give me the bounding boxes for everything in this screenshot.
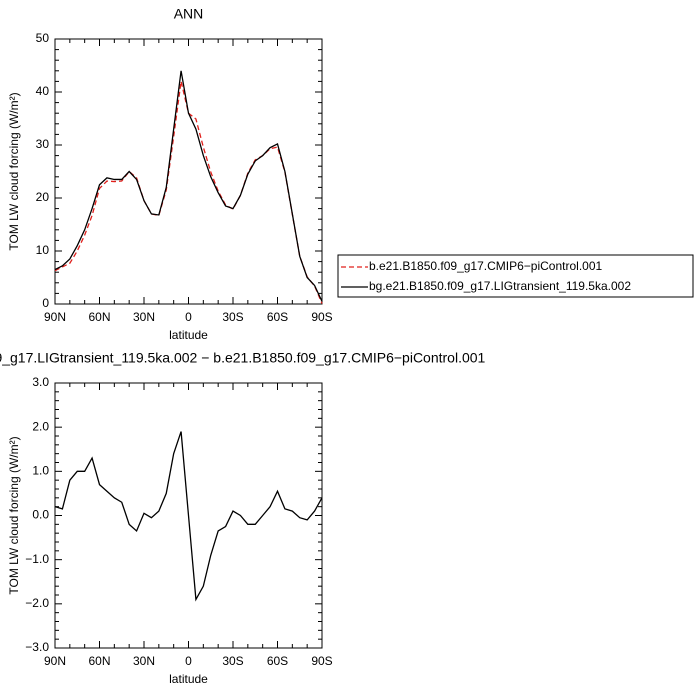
plot-frame <box>54 38 323 305</box>
x-axis-label: latitude <box>169 672 208 686</box>
x-tick-label: 90S <box>311 654 332 668</box>
y-tick-label: 0 <box>42 296 49 310</box>
y-tick-label: 2.0 <box>32 419 49 433</box>
panel: ANN TOM LW cloud forcing (W/m²) latitude 0 1… <box>7 6 694 342</box>
y-tick-label: −2.0 <box>25 596 49 610</box>
x-tick-label: 30S <box>222 310 243 324</box>
x-tick-label: 30S <box>222 654 243 668</box>
x-axis-label: latitude <box>169 328 208 342</box>
x-tick-label: 60S <box>267 654 288 668</box>
x-tick-label: 0 <box>185 310 192 324</box>
x-tick-label: 30N <box>133 654 155 668</box>
x-tick-label: 60S <box>267 310 288 324</box>
x-tick-label: 90N <box>44 654 66 668</box>
legend-box <box>337 254 694 298</box>
y-tick-label: 20 <box>36 190 50 204</box>
y-tick-label: 30 <box>36 137 50 151</box>
legend-label: b.e21.B1850.f09_g17.CMIP6−piControl.001 <box>369 259 602 273</box>
y-tick-label: 10 <box>36 243 50 257</box>
y-tick-label: 40 <box>36 84 50 98</box>
panel: bg.e21.B1850.f09_g17.LIGtransient_119.5k… <box>0 350 486 686</box>
x-tick-label: 90N <box>44 310 66 324</box>
x-tick-label: 60N <box>88 310 110 324</box>
y-tick-label: 0.0 <box>32 508 49 522</box>
y-tick-label: −1.0 <box>25 552 49 566</box>
chart-title: ANN <box>174 6 204 22</box>
x-tick-label: 0 <box>185 654 192 668</box>
series-line <box>54 70 323 302</box>
series-line <box>54 431 323 602</box>
legend-label: bg.e21.B1850.f09_g17.LIGtransient_119.5k… <box>369 279 631 293</box>
y-tick-label: 1.0 <box>32 464 49 478</box>
y-tick-label: 3.0 <box>32 375 49 389</box>
y-axis-label: TOM LW cloud forcing (W/m²) <box>7 92 21 250</box>
y-tick-label: 50 <box>36 31 50 45</box>
y-tick-label: −3.0 <box>25 640 49 654</box>
x-tick-label: 90S <box>311 310 332 324</box>
y-axis-label: TOM LW cloud forcing (W/m²) <box>7 436 21 594</box>
chart-title: bg.e21.B1850.f09_g17.LIGtransient_119.5k… <box>0 350 486 366</box>
x-tick-label: 60N <box>88 654 110 668</box>
plot-frame <box>54 382 323 649</box>
x-tick-label: 30N <box>133 310 155 324</box>
